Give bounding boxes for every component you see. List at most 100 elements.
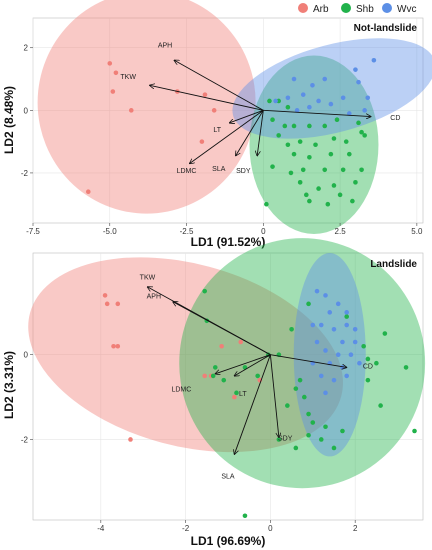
point-shb (285, 104, 291, 110)
vector-sdy (269, 354, 278, 438)
vector-tkw (150, 85, 264, 111)
point-shb (267, 98, 272, 104)
point-wvc (314, 288, 320, 294)
point-shb (306, 301, 311, 307)
vector-ldmc (215, 354, 271, 374)
vector-label-tkw: TKW (120, 74, 136, 81)
grid-landslide (33, 253, 423, 520)
point-wvc (348, 352, 354, 358)
vector-label-cd: CD (363, 363, 373, 370)
x-tick-label: -7.5 (26, 227, 40, 236)
point-arb (128, 108, 134, 113)
point-shb (270, 164, 275, 169)
legend-arb-marker (298, 3, 308, 13)
vector-sla (234, 354, 271, 455)
point-wvc (356, 79, 361, 85)
point-shb (365, 377, 371, 383)
point-shb (340, 167, 346, 173)
point-shb (337, 192, 343, 198)
vector-label-lt: LT (239, 391, 247, 398)
chart-not-landslide: APH TKW LT LDMC SLA SDY CD -7.5 -5.0 -2.5 0 2.5 5.0… (2, 0, 432, 249)
panel-title-landslide: Landslide (370, 259, 417, 270)
point-shb (297, 180, 303, 185)
point-wvc (310, 322, 316, 328)
point-arb (199, 139, 205, 144)
point-wvc (365, 95, 371, 101)
point-shb (297, 139, 303, 144)
x-tick-label: -5.0 (103, 227, 117, 236)
x-tick-label: 2.5 (335, 227, 347, 236)
point-wvc (344, 322, 349, 328)
vector-label-sla: SLA (212, 166, 226, 173)
legend-wvc-marker (382, 3, 392, 13)
point-shb (362, 133, 367, 138)
y-tick-label: -2 (21, 169, 29, 178)
point-shb (202, 288, 207, 294)
point-shb (255, 373, 260, 379)
point-wvc (314, 339, 320, 345)
legend-arb-label: Arb (313, 4, 329, 15)
chart-landslide: TKW APH LDMC LT SLA SDY CD -4 -2 0 2 -2 0 Landslide… (2, 238, 426, 548)
x-tick-label: 5.0 (411, 227, 423, 236)
point-arb (110, 89, 116, 94)
point-shb (331, 183, 337, 188)
point-wvc (331, 326, 337, 332)
point-wvc (335, 352, 341, 358)
ellipse-wvc (232, 38, 432, 139)
point-shb (325, 201, 331, 207)
point-shb (356, 120, 361, 126)
y-axis-title-landslide: LD2 (3.31%) (2, 351, 16, 419)
vector-label-aph: APH (147, 293, 161, 300)
point-wvc (318, 373, 324, 379)
point-shb (412, 428, 417, 434)
point-shb (316, 186, 321, 191)
point-shb (282, 123, 288, 129)
point-shb (307, 198, 312, 204)
x-tick-label: -2 (182, 524, 190, 533)
legend: Arb Shb Wvc (298, 3, 416, 15)
point-arb (115, 301, 121, 307)
point-shb (285, 142, 291, 148)
point-wvc (273, 98, 278, 104)
y-tick-label: 2 (24, 44, 29, 53)
legend-shb-label: Shb (356, 4, 374, 15)
plot-area-not-landslide (32, 17, 424, 224)
vector-label-ldmc: LDMC (171, 387, 191, 394)
vector-label-cd: CD (390, 115, 400, 122)
plot-area-landslide (32, 252, 424, 521)
point-shb (289, 326, 294, 332)
vector-sdy (257, 110, 264, 155)
ellipse-wvc (293, 253, 366, 457)
y-tick-label: -2 (21, 435, 29, 444)
legend-wvc-label: Wvc (397, 4, 416, 15)
point-shb (331, 445, 337, 451)
point-arb (211, 108, 217, 113)
point-shb (334, 117, 340, 123)
vector-label-tkw: TKW (140, 274, 156, 281)
point-arb (104, 301, 110, 307)
x-axis-title-not-landslide: LD1 (91.52%) (191, 235, 266, 249)
point-arb (232, 394, 237, 400)
y-tick-label: 0 (24, 351, 29, 360)
point-shb (307, 154, 312, 160)
ticks-not-landslide: -7.5 -5.0 -2.5 0 2.5 5.0 -2 0 2 (21, 44, 423, 236)
point-arb (107, 61, 113, 66)
point-shb (350, 198, 355, 204)
point-arb (128, 437, 133, 442)
point-shb (353, 180, 358, 185)
point-shb (276, 437, 282, 442)
point-shb (340, 428, 345, 434)
point-shb (313, 142, 318, 148)
point-shb (276, 133, 281, 138)
vector-label-sla: SLA (221, 474, 235, 481)
legend-shb-marker (341, 3, 351, 13)
point-shb (346, 151, 352, 157)
point-wvc (340, 339, 345, 345)
point-wvc (331, 377, 337, 383)
point-wvc (316, 98, 321, 104)
x-axis-title-landslide: LD1 (96.69%) (191, 534, 266, 548)
point-shb (297, 377, 303, 383)
point-shb (307, 123, 312, 129)
point-arb (113, 70, 119, 76)
vectors-not-landslide: APH TKW LT LDMC SLA SDY CD (120, 43, 400, 175)
